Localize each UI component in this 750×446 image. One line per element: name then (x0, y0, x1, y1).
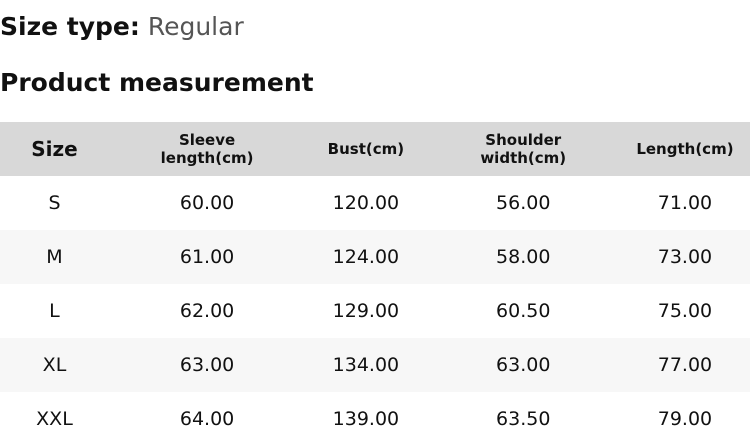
table-cell: 124.00 (305, 230, 427, 284)
size-type: Size type: Regular (0, 12, 244, 41)
section-title: Product measurement (0, 68, 314, 97)
table-cell: 134.00 (305, 338, 427, 392)
table-row: S 60.00 120.00 56.00 71.00 (0, 176, 750, 230)
measurement-table: Size Sleeve length(cm) Bust(cm) Shoulder… (0, 122, 750, 446)
table-cell: 60.00 (179, 192, 235, 214)
header-sleeve: Sleeve length(cm) (108, 122, 306, 176)
size-type-value: Regular (147, 12, 244, 41)
table-cell: L (49, 300, 60, 322)
table-row: XXL 64.00 139.00 63.50 79.00 (0, 392, 750, 446)
table-cell: XL (0, 338, 109, 392)
table-cell: 58.00 (426, 230, 620, 284)
table-row: L 62.00 129.00 60.50 75.00 (0, 284, 750, 338)
table-cell: 129.00 (332, 300, 400, 322)
table-cell: 63.50 (496, 408, 551, 430)
table-cell: 75.00 (657, 300, 713, 322)
table-cell: 139.00 (332, 408, 400, 430)
table-cell: XXL (36, 408, 73, 430)
table-cell: 63.00 (108, 338, 306, 392)
table-cell: 60.50 (496, 300, 551, 322)
header-bust: Bust(cm) (305, 122, 427, 176)
header-shoulder: Shoulder width(cm) (426, 122, 620, 176)
size-type-label: Size type: (0, 12, 140, 41)
table-cell: 77.00 (619, 338, 750, 392)
table-cell: 71.00 (657, 192, 713, 214)
table-cell: 120.00 (332, 192, 400, 214)
table-cell: 63.00 (426, 338, 620, 392)
table-cell: 62.00 (179, 300, 235, 322)
header-length: Length(cm) (619, 122, 750, 176)
table-cell: 73.00 (619, 230, 750, 284)
table-row: XL 63.00 134.00 63.00 77.00 (0, 338, 750, 392)
table-cell: 64.00 (179, 408, 235, 430)
table-cell: 61.00 (108, 230, 306, 284)
table-cell: 56.00 (496, 192, 551, 214)
table-cell: M (0, 230, 109, 284)
table-cell: 79.00 (657, 408, 713, 430)
table-cell: S (48, 192, 61, 214)
table-row: M 61.00 124.00 58.00 73.00 (0, 230, 750, 284)
header-size: Size (0, 122, 109, 176)
